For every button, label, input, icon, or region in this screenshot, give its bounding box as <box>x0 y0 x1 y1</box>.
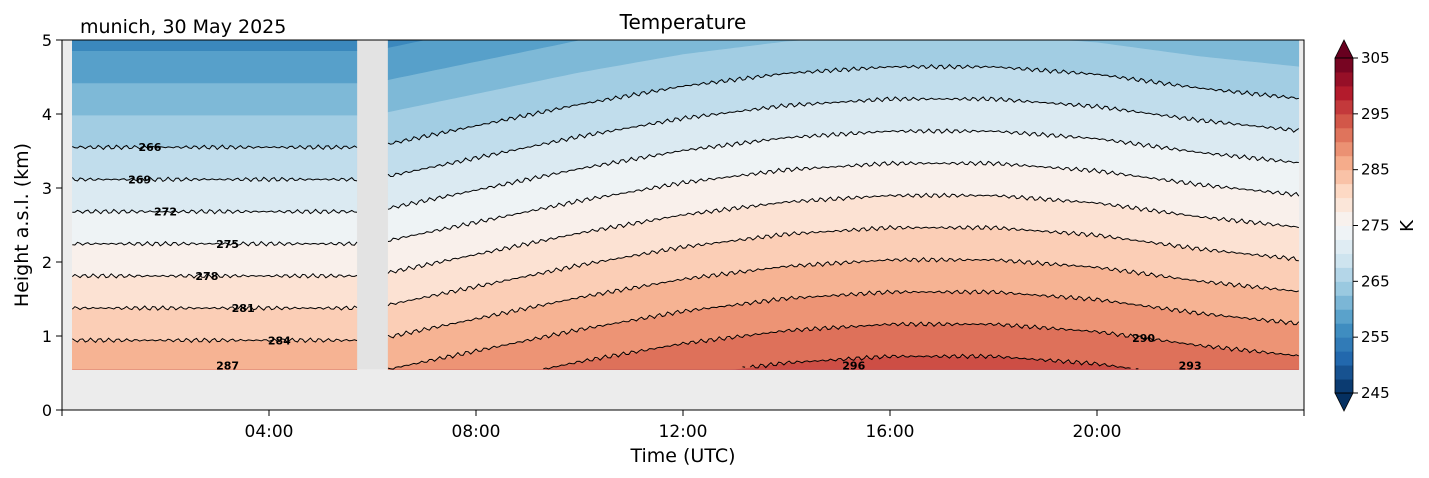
contour-line <box>387 128 1299 210</box>
contour-label: 281 <box>232 302 255 315</box>
colorbar-segment <box>1335 141 1353 157</box>
colorbar-tick-label: 285 <box>1361 161 1390 179</box>
y-axis-label: Height a.s.l. (km) <box>11 143 33 307</box>
y-tick-label: 3 <box>42 179 52 198</box>
contour-label: 287 <box>216 360 239 373</box>
contour-line <box>387 289 1300 370</box>
colorbar-segment <box>1335 295 1353 310</box>
colorbar-tick-label: 275 <box>1361 217 1390 235</box>
colorbar-max-extend <box>1334 39 1354 59</box>
y-tick-label: 1 <box>42 327 52 346</box>
contour-line <box>71 305 358 311</box>
contour-label: 275 <box>216 238 239 251</box>
colorbar-segment <box>1335 365 1353 380</box>
temperature-band <box>387 40 1299 81</box>
contour-label: 266 <box>138 141 161 154</box>
colorbar-segment <box>1335 351 1353 366</box>
y-tick-label: 2 <box>42 253 52 272</box>
temperature-band <box>387 40 1300 113</box>
colorbar-label: K <box>1397 219 1418 232</box>
temperature-band <box>72 179 358 212</box>
contour-label: 296 <box>842 360 865 373</box>
colorbar-segment <box>1335 253 1353 268</box>
colorbar-segment <box>1335 155 1353 171</box>
contour-line <box>72 240 358 247</box>
colorbar-tick-label: 265 <box>1361 272 1390 290</box>
colorbar-segment <box>1335 323 1353 338</box>
x-tick-label: 12:00 <box>659 422 708 442</box>
colorbar-segment <box>1335 337 1353 352</box>
contour-label: 284 <box>268 334 291 347</box>
y-tick-label: 0 <box>42 401 52 420</box>
colorbar-tick-label: 245 <box>1361 384 1390 402</box>
contour-line <box>72 337 358 344</box>
colorbar-segment <box>1335 225 1353 240</box>
colorbar-segment <box>1335 85 1353 101</box>
colorbar-segment <box>1335 99 1353 115</box>
colorbar-segment <box>1335 379 1353 394</box>
contour-line <box>387 224 1299 307</box>
colorbar-tick-label: 255 <box>1361 328 1390 346</box>
temperature-band <box>72 114 358 148</box>
contour-line <box>72 144 358 151</box>
colorbar: 245 255 265 275 285 295 305 <box>1334 39 1390 412</box>
contour-lines: 266 269 272 275 278 281 284 287 290 293 296 <box>71 63 1300 373</box>
contour-line <box>71 176 358 183</box>
contour-line <box>72 208 358 215</box>
x-tick-label: 16:00 <box>866 422 915 442</box>
temperature-band <box>72 339 358 370</box>
colorbar-segment <box>1335 211 1353 226</box>
x-tick-label: 20:00 <box>1073 422 1122 442</box>
contour-line <box>387 160 1300 242</box>
contour-line <box>71 272 358 279</box>
colorbar-tick-label: 305 <box>1361 49 1390 67</box>
temperature-band <box>72 40 358 52</box>
temperature-field <box>72 40 1300 370</box>
colorbar-segment <box>1335 113 1353 129</box>
colorbar-segment <box>1335 281 1353 296</box>
temperature-band <box>72 146 358 180</box>
y-tick-label: 4 <box>42 105 52 124</box>
temperature-band <box>72 82 358 116</box>
temperature-band <box>72 50 358 84</box>
contour-line <box>387 96 1300 178</box>
chart-title: Temperature <box>619 10 747 34</box>
y-tick-label: 5 <box>42 31 52 50</box>
y-axis-ticks: 0 1 2 3 4 5 <box>42 31 62 420</box>
colorbar-segment <box>1335 239 1353 254</box>
colorbar-min-extend <box>1334 392 1354 412</box>
temperature-band <box>72 211 358 245</box>
contour-line <box>387 192 1299 274</box>
colorbar-segment <box>1335 183 1353 199</box>
contour-label: 269 <box>128 173 151 186</box>
contour-label: 290 <box>1132 332 1155 345</box>
x-axis-ticks: 04:00 08:00 12:00 16:00 20:00 <box>61 410 1305 442</box>
contour-line <box>387 63 1299 145</box>
x-tick-label: 08:00 <box>452 422 501 442</box>
contour-label: 272 <box>154 206 177 219</box>
colorbar-segment <box>1335 197 1353 213</box>
colorbar-tick-label: 295 <box>1361 105 1390 123</box>
colorbar-segment <box>1335 58 1353 73</box>
x-tick-label: 04:00 <box>245 422 294 442</box>
temperature-band <box>72 307 358 341</box>
contour-line <box>749 353 1131 369</box>
contour-label: 278 <box>195 270 218 283</box>
contour-line <box>387 256 1299 339</box>
contour-line <box>543 321 1299 370</box>
contour-label: 293 <box>1179 360 1202 373</box>
location-date-label: munich, 30 May 2025 <box>80 16 286 38</box>
x-axis-label: Time (UTC) <box>629 445 735 467</box>
colorbar-segment <box>1335 71 1353 87</box>
colorbar-segment <box>1335 169 1353 185</box>
data-gap <box>356 40 389 370</box>
colorbar-segment <box>1335 309 1353 324</box>
colorbar-segment <box>1335 127 1353 143</box>
contour-line <box>742 366 746 368</box>
colorbar-segment <box>1335 267 1353 282</box>
